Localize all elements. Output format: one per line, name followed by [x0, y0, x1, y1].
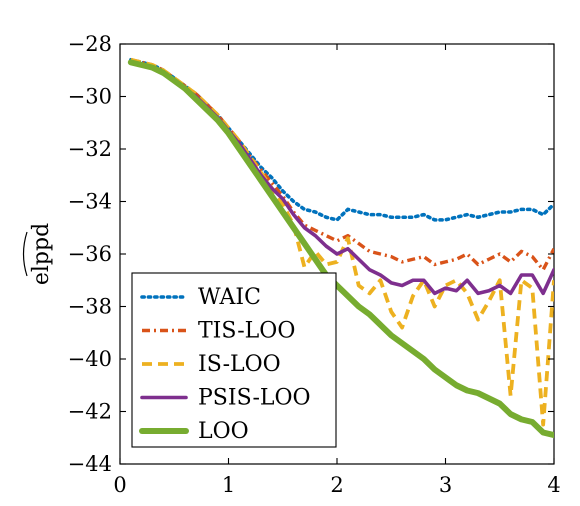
y-axis-label-hat	[22, 231, 28, 277]
x-tick-labels: 0 1 2 3 4	[113, 473, 560, 497]
legend-label: TIS-LOO	[198, 319, 295, 344]
y-tick-label: −34	[68, 190, 112, 214]
y-tick-label: −44	[68, 452, 112, 476]
x-tick-label: 1	[222, 473, 235, 497]
tick-layer	[119, 43, 555, 465]
legend-label: IS-LOO	[198, 352, 281, 377]
x-tick-label: 0	[113, 473, 126, 497]
y-axis-label: elppd	[22, 223, 54, 285]
legend-box	[131, 272, 337, 448]
legend-items: WAIC TIS-LOO IS-LOO PSIS-LOO LOO	[139, 285, 311, 444]
y-tick-labels: −28 −30 −32 −34 −36 −38 −40 −42 −44	[68, 32, 112, 476]
series-layer	[127, 57, 554, 439]
y-tick-label: −38	[68, 295, 112, 319]
y-tick-label: −30	[68, 85, 112, 109]
plot-area: 0 1 2 3 4 −28 −30 −32 −34 −36 −38 −40 −42 −44 WAIC TI…	[68, 32, 561, 497]
y-tick-label: −42	[68, 400, 112, 424]
x-tick-label: 4	[547, 473, 560, 497]
legend-item-psis-loo: PSIS-LOO	[140, 386, 311, 411]
legend-item-waic: WAIC	[140, 285, 261, 310]
x-tick-label: 2	[330, 473, 343, 497]
y-tick-label: −40	[68, 347, 112, 371]
legend-item-loo: LOO	[139, 419, 249, 444]
series-line-waic	[129, 57, 554, 222]
y-tick-label: −32	[68, 137, 112, 161]
legend-label: WAIC	[198, 285, 261, 310]
legend-item-tis-loo: TIS-LOO	[142, 319, 295, 344]
legend-label: LOO	[198, 419, 249, 444]
legend-item-is-loo: IS-LOO	[142, 352, 281, 377]
y-tick-label: −36	[68, 242, 112, 266]
legend-label: PSIS-LOO	[198, 386, 311, 411]
series-line-tis-loo	[130, 58, 554, 272]
series-line-loo	[127, 59, 554, 439]
legend: WAIC TIS-LOO IS-LOO PSIS-LOO LOO	[131, 272, 337, 448]
x-tick-label: 3	[439, 473, 452, 497]
y-tick-label: −28	[68, 32, 112, 56]
y-axis-label-text: elppd	[29, 223, 54, 285]
